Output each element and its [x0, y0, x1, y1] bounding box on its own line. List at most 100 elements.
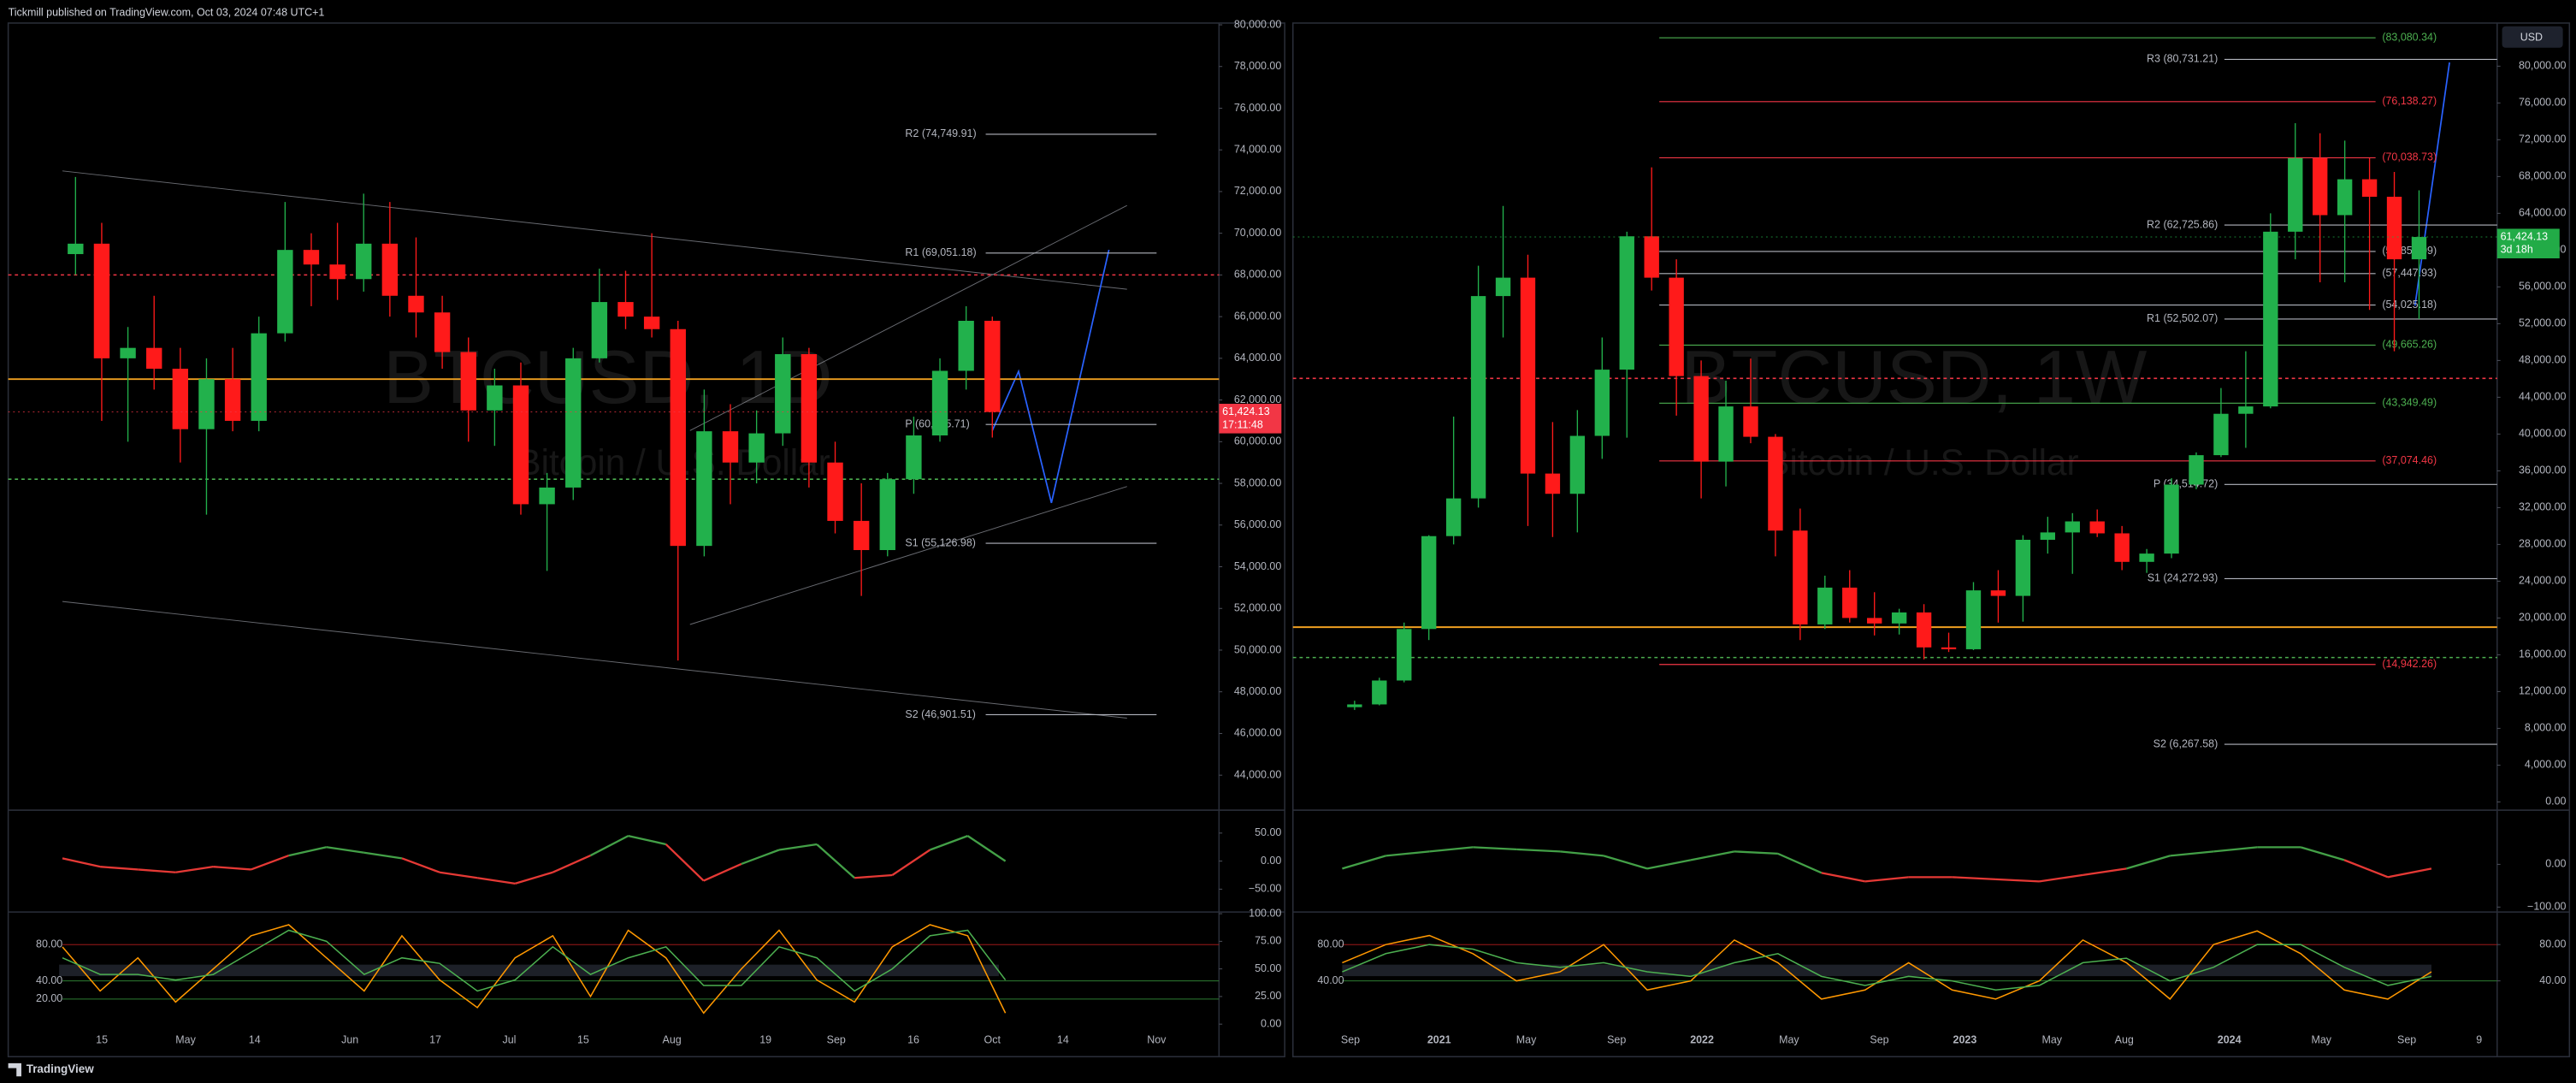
candle-body [1421, 536, 1437, 630]
oscillator-segment [2387, 867, 2432, 879]
oscillator-segment [401, 857, 440, 873]
candle-body [356, 243, 372, 280]
watermark-subtitle: Bitcoin / U.S. Dollar [1765, 442, 2078, 482]
y-tick-label: 20,000.00 [2519, 612, 2567, 624]
y-tick-label: 64,000.00 [2519, 207, 2567, 219]
y-tick-label: 0.00 [1261, 1017, 1281, 1029]
oscillator-segment [251, 854, 290, 871]
y-tick-label: 62,000.00 [1234, 394, 1282, 405]
x-tick-label: Sep [1607, 1033, 1626, 1045]
y-tick-label: 76,000.00 [1234, 102, 1282, 114]
mid-band [1342, 964, 2431, 977]
candle-body [460, 352, 476, 411]
x-tick-label: 2022 [1690, 1033, 1714, 1045]
oscillator-segment [1559, 850, 1604, 857]
x-tick-label: Jul [503, 1033, 517, 1045]
oscillator-segment [1473, 846, 1517, 851]
y-tick-label: 0.00 [1261, 855, 1281, 867]
oscillator-segment [552, 855, 591, 873]
oscillator-segment [439, 871, 478, 879]
y-tick-label: 52,000.00 [2519, 317, 2567, 329]
y-tick-label: 50.00 [1255, 826, 1281, 838]
oscillator-segment [2170, 850, 2214, 857]
x-tick-label: May [2311, 1033, 2331, 1045]
candle-body [1941, 647, 1957, 649]
candle-body [2114, 533, 2130, 562]
oscillator-segment [966, 835, 1007, 862]
candle-body [146, 347, 162, 370]
candle-body [1793, 530, 1808, 624]
oscillator-segment [2213, 846, 2258, 853]
y-tick-label: 58,000.00 [1234, 476, 1282, 488]
oscillator-segment [100, 866, 139, 871]
candle-body [1520, 277, 1536, 474]
candle-body [2288, 157, 2303, 232]
y-tick-label: 44,000.00 [2519, 391, 2567, 403]
pivot-label: S2 (6,267.58) [2154, 737, 2219, 749]
candle-body [1965, 590, 1982, 649]
candle-body [434, 312, 451, 352]
y-tick-label: 80.00 [2539, 938, 2566, 950]
oscillator-segment [589, 835, 629, 857]
candle-body [2337, 179, 2353, 216]
oscillator-segment [1952, 876, 1996, 881]
pivot-label: S1 (55,126.98) [905, 536, 976, 548]
x-tick-label: 15 [96, 1033, 108, 1045]
candle-body [251, 333, 267, 421]
y2-tick-label: 20.00 [36, 992, 62, 1004]
y-tick-label: 28,000.00 [2519, 538, 2567, 550]
pivot-label: (37,074.46) [2382, 454, 2437, 466]
candle-body [1545, 473, 1561, 494]
pivot-label: (83,080.34) [2382, 32, 2437, 44]
x-tick-label: May [1779, 1033, 1799, 1045]
candle-body [696, 431, 712, 547]
candle-body [1990, 590, 2006, 596]
x-tick-label: 2021 [1427, 1033, 1451, 1045]
y-tick-label: 25.00 [1255, 990, 1281, 1002]
oscillator-line [62, 924, 1007, 1015]
candle-body [670, 328, 686, 547]
oscillator-segment [816, 843, 855, 879]
candle-body [2411, 237, 2427, 260]
oscillator-segment [175, 866, 214, 873]
candle-body [775, 353, 791, 434]
candle-body [1743, 406, 1758, 437]
x-tick-label: 16 [907, 1033, 919, 1045]
oscillator-line [1342, 944, 2432, 991]
candle-body [2361, 179, 2378, 197]
oscillator-segment [514, 871, 553, 885]
currency-button[interactable] [2502, 26, 2563, 48]
candle-body [2015, 540, 2031, 596]
candle-body [1495, 277, 1511, 297]
candle-body [906, 435, 922, 480]
candle-body [2139, 553, 2154, 562]
y-tick-label: 56,000.00 [1234, 518, 1282, 530]
oscillator-segment [2343, 859, 2389, 879]
oscillator-line [1342, 930, 2432, 1000]
candle-body [931, 370, 948, 436]
pivot-label: (49,665.26) [2382, 339, 2437, 351]
y-tick-label: 72,000.00 [2519, 133, 2567, 145]
y-tick-label: 36,000.00 [2519, 465, 2567, 476]
watermark-title: BTCUSD, 1D [383, 334, 832, 419]
currency-label: USD [2520, 32, 2543, 44]
candle-body [801, 353, 818, 463]
candle-body [93, 243, 110, 358]
oscillator-segment [2126, 855, 2171, 870]
candle-body [539, 487, 555, 505]
candle-body [2089, 521, 2105, 534]
candle-body [722, 431, 739, 463]
x-tick-label: 15 [577, 1033, 589, 1045]
x-tick-label: 14 [249, 1033, 261, 1045]
y-tick-label: −100.00 [2527, 901, 2566, 913]
y-tick-label: 46,000.00 [1234, 727, 1282, 739]
y-tick-label: 100.00 [1249, 907, 1281, 919]
candle-body [2263, 231, 2278, 407]
candle-body [1842, 587, 1858, 618]
y-tick-label: 68,000.00 [1234, 269, 1282, 281]
candle-body [1718, 406, 1734, 462]
oscillator-segment [665, 843, 705, 882]
x-tick-label: Aug [2115, 1033, 2134, 1045]
